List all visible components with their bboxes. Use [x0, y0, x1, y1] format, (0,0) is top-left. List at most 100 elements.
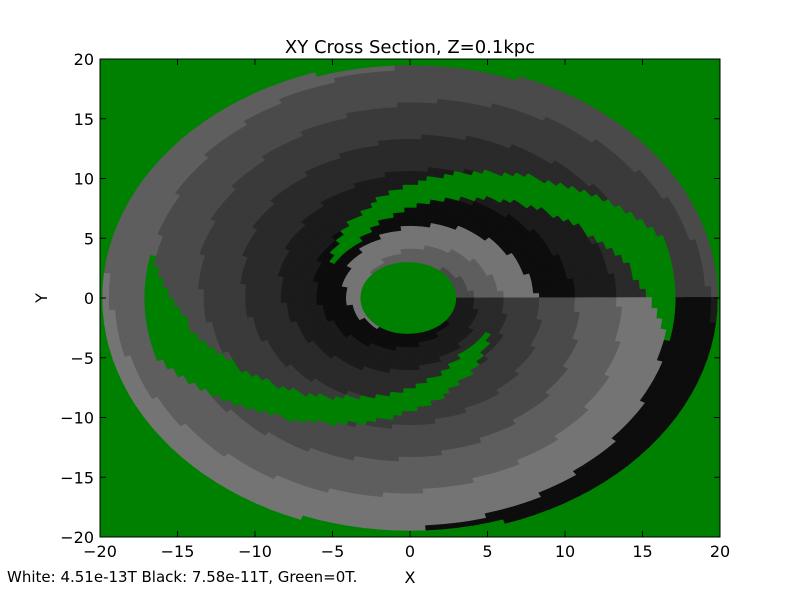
field-cell — [232, 290, 240, 299]
field-cell — [209, 281, 217, 291]
field-cell — [416, 193, 425, 200]
field-cell — [409, 220, 416, 227]
field-cell — [408, 83, 425, 90]
field-cell — [409, 184, 419, 190]
field-cell — [409, 411, 419, 417]
field-cell — [321, 294, 329, 299]
field-cell — [396, 106, 411, 112]
field-cell — [401, 411, 411, 417]
field-cell — [404, 365, 411, 371]
field-cell — [395, 506, 412, 513]
field-cell — [409, 243, 415, 249]
field-cell — [395, 101, 411, 108]
field-cell — [167, 287, 175, 299]
field-cell — [409, 147, 421, 153]
field-cell — [394, 83, 411, 90]
field-cell — [401, 179, 411, 185]
field-cell — [399, 443, 411, 449]
field-cell — [415, 197, 424, 204]
field-cell — [409, 415, 420, 422]
field-cell — [409, 193, 418, 199]
field-cell — [409, 511, 426, 518]
field-cell — [399, 438, 411, 444]
field-cell — [409, 133, 422, 140]
field-cell — [533, 292, 540, 299]
field-cell — [238, 283, 247, 293]
field-cell — [509, 297, 517, 303]
field-cell — [604, 289, 612, 299]
field-cell — [409, 161, 420, 167]
field-cell — [262, 297, 270, 305]
field-cell — [462, 297, 469, 301]
field-cell — [592, 297, 600, 306]
field-cell — [409, 392, 418, 399]
field-cell — [604, 297, 612, 307]
field-cell — [615, 288, 623, 299]
field-cell — [550, 303, 558, 311]
field-cell — [262, 285, 270, 293]
field-cell — [406, 333, 411, 339]
field-cell — [214, 289, 222, 299]
field-cell — [214, 297, 222, 307]
field-cell — [250, 297, 258, 306]
field-cell — [409, 424, 420, 431]
field-cell — [125, 286, 133, 299]
field-cell — [403, 206, 411, 213]
field-cell — [286, 292, 293, 299]
field-cell — [633, 287, 641, 299]
field-cell — [400, 360, 407, 367]
field-cell — [568, 297, 576, 306]
field-cell — [520, 301, 528, 308]
field-cell — [580, 290, 588, 299]
field-cell — [232, 304, 241, 313]
field-cell — [405, 351, 411, 358]
field-cell — [657, 297, 665, 309]
field-cell — [244, 297, 252, 306]
field-cell — [657, 286, 665, 299]
field-cell — [393, 74, 411, 80]
field-cell — [491, 297, 499, 302]
field-cell — [394, 78, 411, 85]
field-cell — [292, 288, 300, 295]
field-cell — [408, 92, 425, 99]
field-cell — [409, 165, 420, 172]
field-cell — [404, 369, 411, 376]
field-cell — [417, 419, 429, 426]
field-cell — [185, 288, 193, 299]
field-cell — [409, 152, 421, 158]
field-cell — [405, 360, 411, 367]
field-cell — [409, 129, 422, 135]
field-cell — [456, 297, 463, 301]
field-cell — [408, 78, 426, 85]
field-cell — [687, 285, 695, 299]
field-cell — [409, 383, 417, 390]
field-cell — [409, 502, 426, 508]
field-cell — [651, 297, 659, 309]
field-cell — [226, 282, 235, 292]
field-cell — [639, 297, 647, 308]
field-cell — [400, 165, 411, 172]
field-cell — [256, 285, 264, 293]
field-cell — [409, 124, 423, 131]
field-cell — [586, 297, 594, 306]
field-cell — [416, 401, 426, 408]
field-cell — [401, 415, 411, 422]
field-cell — [503, 297, 511, 303]
field-cell — [401, 406, 411, 412]
field-cell — [416, 188, 426, 195]
field-cell — [327, 294, 335, 299]
field-cell — [215, 281, 223, 292]
field-cell — [399, 369, 406, 376]
field-cell — [414, 211, 423, 218]
field-cell — [402, 392, 411, 399]
field-cell — [409, 106, 424, 112]
field-cell — [393, 69, 411, 76]
field-cell — [409, 216, 416, 222]
field-cell — [396, 488, 412, 495]
field-cell — [396, 392, 405, 399]
field-cell — [393, 410, 404, 417]
field-cell — [485, 297, 493, 302]
field-cell — [309, 293, 317, 299]
field-cell — [400, 433, 411, 440]
field-cell — [556, 297, 564, 305]
